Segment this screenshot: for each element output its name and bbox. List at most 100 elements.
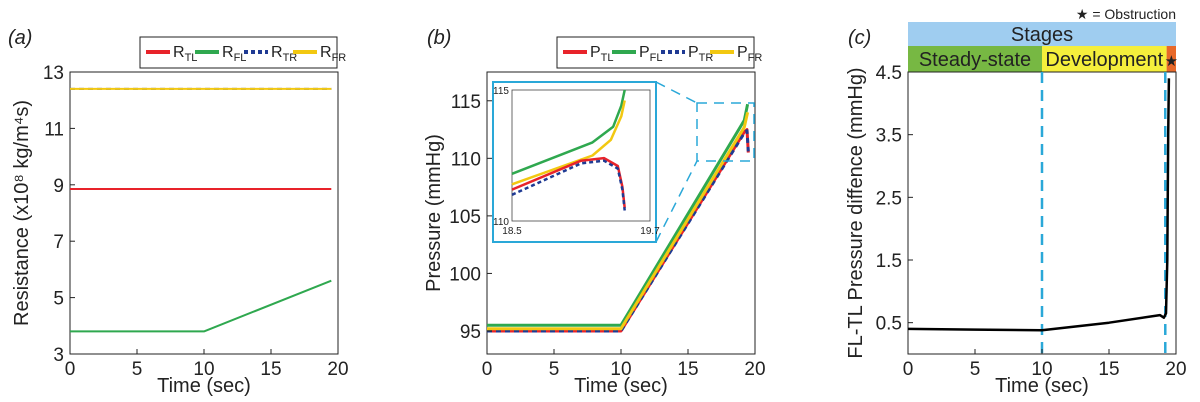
panel-a-legend-label-fr: RFR xyxy=(320,44,346,64)
panel-a-label: (a) xyxy=(8,27,32,49)
panel-a-plot-frame xyxy=(69,71,339,355)
panel-c-y-tick-label: 1.5 xyxy=(876,251,902,272)
panel-c-y-tick-label: 3.5 xyxy=(876,126,902,147)
panel-a-series xyxy=(70,87,332,333)
panel-c-x-tick-label: 15 xyxy=(1098,359,1119,380)
panel-b-zoom-region xyxy=(696,102,755,162)
panel-c-x-axis-label: Time (sec) xyxy=(995,375,1089,397)
panel-b-legend-label-tl: PTL xyxy=(590,44,614,64)
panel-a-y-ticks: 3 5 7 9 11 13 xyxy=(43,63,75,366)
panel-b-series-fl xyxy=(487,103,750,327)
panel-b-label: (b) xyxy=(427,27,451,49)
panel-a-legend-label-tl: RTL xyxy=(173,44,197,64)
panel-a-y-tick-label: 7 xyxy=(53,232,64,253)
panel-b-inset-x-tick-label: 18.5 xyxy=(502,226,522,237)
panel-b-x-axis-label: Time (sec) xyxy=(574,375,668,397)
panel-b-y-tick-label: 105 xyxy=(449,207,481,228)
obstruction-annotation: ★ = Obstruction xyxy=(1076,6,1176,22)
panel-b-inset-series-3 xyxy=(511,159,626,211)
panel-c-x-ticks: 0 5 10 15 20 xyxy=(903,349,1187,380)
panel-a-legend: RTL RFL RTR RFR xyxy=(139,36,346,69)
panel-b-y-axis-label: Pressure (mmHg) xyxy=(423,134,445,292)
panel-a: (a) 0 5 10 15 20 3 5 7 9 11 13 Time (sec) Resista… xyxy=(8,27,349,397)
legend-symbol: R xyxy=(271,44,283,61)
panel-a-x-tick-label: 15 xyxy=(260,359,281,380)
panel-a-y-axis-label: Resistance (x10⁸ kg/m⁴s) xyxy=(11,100,33,326)
panel-a-legend-label-fl: RFL xyxy=(222,44,246,64)
legend-subscript: FL xyxy=(234,52,247,64)
panel-c-series-0 xyxy=(907,78,1171,332)
stage-boundary-lines xyxy=(1040,72,1167,354)
panel-a-x-tick-label: 20 xyxy=(327,359,348,380)
panel-b-y-tick-label: 110 xyxy=(451,149,481,170)
panel-a-y-tick-label: 3 xyxy=(53,345,64,366)
panel-b-y-tick-label: 95 xyxy=(460,322,481,343)
panel-a-y-tick-label: 13 xyxy=(43,63,64,84)
stage-label-1: Development xyxy=(1045,49,1163,71)
legend-subscript: FR xyxy=(332,52,347,64)
panel-c: (c) ★ = Obstruction Stages Steady-state D… xyxy=(845,6,1187,397)
panel-b-legend-label-tr: PTR xyxy=(688,44,713,64)
panel-c-y-ticks: 0.5 1.5 2.5 3.5 4.5 xyxy=(876,63,913,335)
legend-symbol: R xyxy=(222,44,234,61)
panel-a-legend-items: RTL RFL RTR RFR xyxy=(146,44,346,64)
legend-symbol: R xyxy=(173,44,185,61)
panel-b-inset-x-tick-label: 19.7 xyxy=(640,226,660,237)
panel-b-y-ticks: 95 100 105 110 115 xyxy=(449,92,492,343)
legend-subscript: TR xyxy=(699,52,714,64)
legend-symbol: P xyxy=(590,44,601,61)
panel-a-x-axis-label: Time (sec) xyxy=(157,375,251,397)
panel-b-inset-y-tick-label: 115 xyxy=(493,86,509,97)
panel-b-inset-series-0 xyxy=(511,89,626,175)
panel-a-x-tick-label: 0 xyxy=(65,359,76,380)
panel-b-y-tick-label: 115 xyxy=(451,92,481,113)
panel-b-x-tick-label: 10 xyxy=(610,359,631,380)
panel-b-x-tick-label: 20 xyxy=(744,359,765,380)
panel-a-y-tick-label: 9 xyxy=(53,176,64,197)
stage-segment-0 xyxy=(908,46,1042,72)
legend-symbol: R xyxy=(320,44,332,61)
panel-b-legend-label-fr: PFR xyxy=(737,44,762,64)
panel-c-x-tick-label: 5 xyxy=(970,359,981,380)
legend-subscript: FR xyxy=(748,52,763,64)
panel-c-y-tick-label: 4.5 xyxy=(876,63,902,84)
legend-subscript: TR xyxy=(283,52,298,64)
panel-c-x-tick-label: 0 xyxy=(903,359,914,380)
stage-segment-2 xyxy=(1166,46,1176,72)
panel-b-x-tick-label: 15 xyxy=(677,359,698,380)
panel-b-x-tick-label: 0 xyxy=(482,359,493,380)
legend-symbol: P xyxy=(639,44,650,61)
legend-subscript: TL xyxy=(185,52,198,64)
panel-b-series xyxy=(487,103,750,333)
stages-header-bar xyxy=(908,22,1176,46)
panel-c-x-tick-label: 10 xyxy=(1031,359,1052,380)
panel-a-x-tick-label: 10 xyxy=(193,359,214,380)
panel-b-inset: 18.5 19.7 110 115 xyxy=(492,81,660,243)
stage-label-2: ★ xyxy=(1165,53,1178,70)
panel-b-inset-ticks: 18.5 19.7 110 115 xyxy=(493,86,660,237)
panel-a-x-ticks: 0 5 10 15 20 xyxy=(65,349,349,380)
panel-a-legend-label-tr: RTR xyxy=(271,44,297,64)
panel-a-series-fl xyxy=(70,279,332,333)
panel-b-inset-plot-frame xyxy=(511,89,651,222)
panel-b-zoom-connector-bottom xyxy=(655,160,698,243)
panel-b-legend-items: PTL PFL PTR PFR xyxy=(563,44,762,64)
panel-b-series-fr xyxy=(487,111,750,331)
stages-title: Stages xyxy=(1011,24,1073,46)
panel-c-y-axis-label: FL-TL Pressure diffence (mmHg) xyxy=(845,67,867,358)
panel-b-inset-series-1 xyxy=(511,100,626,186)
panel-b-legend-label-fl: PFL xyxy=(639,44,663,64)
panel-c-series xyxy=(907,78,1171,332)
panel-b-x-tick-label: 5 xyxy=(549,359,560,380)
panel-b-legend: PTL PFL PTR PFR xyxy=(556,36,762,69)
panel-b-inset-y-tick-label: 110 xyxy=(493,217,509,228)
panel-c-y-tick-label: 2.5 xyxy=(876,188,902,209)
panel-b-inset-series xyxy=(511,89,626,211)
panel-b-zoom-connector-top xyxy=(655,81,698,104)
legend-subscript: TL xyxy=(601,52,614,64)
panel-c-y-tick-label: 0.5 xyxy=(876,314,902,335)
legend-subscript: FL xyxy=(650,52,663,64)
panel-c-x-tick-label: 20 xyxy=(1165,359,1186,380)
panel-b-inset-series-2 xyxy=(511,156,626,209)
